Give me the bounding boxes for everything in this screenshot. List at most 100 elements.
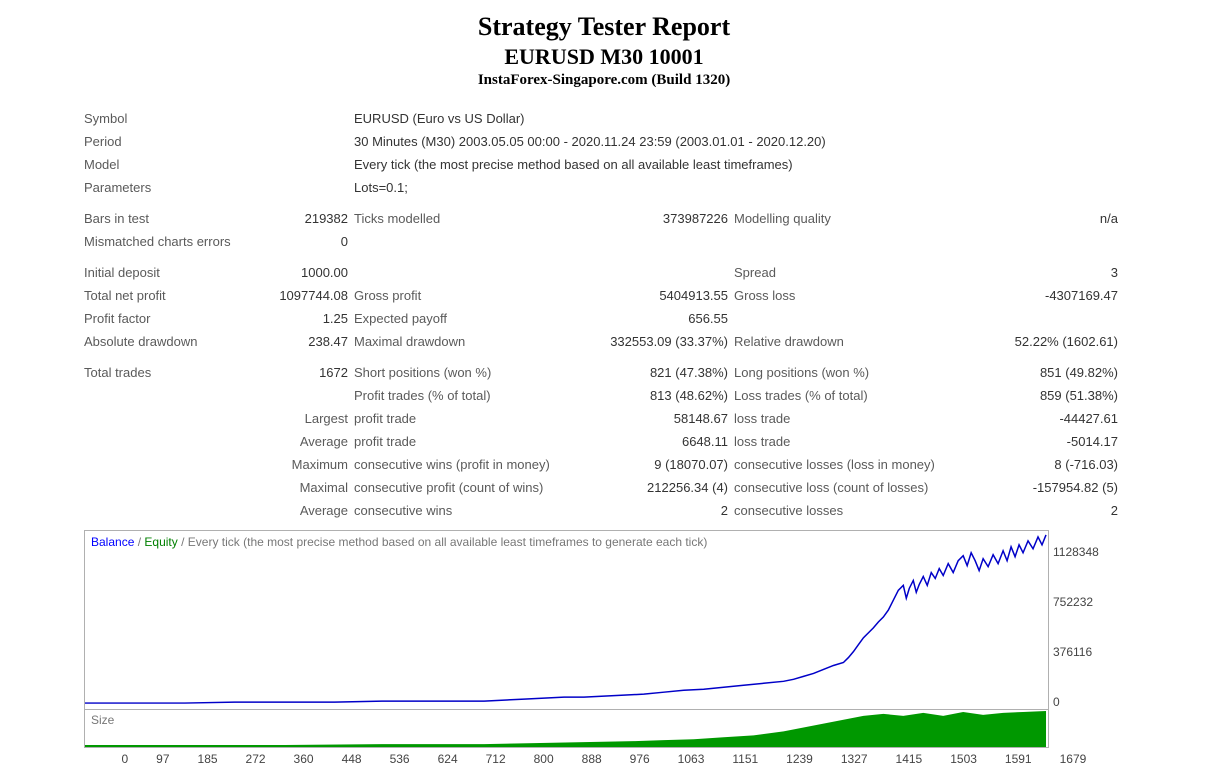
x-tick: 1503: [950, 752, 977, 766]
x-tick: 1151: [732, 752, 758, 766]
largest-profit-value: 58148.67: [564, 407, 734, 430]
period-label: Period: [84, 130, 254, 153]
x-tick: 888: [582, 752, 602, 766]
largest-loss-label: loss trade: [734, 407, 944, 430]
absolute-dd-label: Absolute drawdown: [84, 330, 254, 353]
model-label: Model: [84, 153, 254, 176]
parameters-label: Parameters: [84, 176, 254, 199]
y-tick: 0: [1053, 695, 1060, 709]
mismatched-value: 0: [254, 230, 354, 253]
x-tick: 1415: [896, 752, 923, 766]
bars-label: Bars in test: [84, 207, 254, 230]
cons-profit-count-value: 212256.34 (4): [564, 476, 734, 499]
x-tick: 1591: [1005, 752, 1032, 766]
report-header: Strategy Tester Report EURUSD M30 10001 …: [0, 12, 1208, 89]
long-pos-label: Long positions (won %): [734, 361, 944, 384]
x-tick: 272: [246, 752, 266, 766]
relative-dd-label: Relative drawdown: [734, 330, 944, 353]
maximal-dd-value: 332553.09 (33.37%): [564, 330, 734, 353]
maximal-label: Maximal: [254, 476, 354, 499]
largest-loss-value: -44427.61: [944, 407, 1124, 430]
maximal-dd-label: Maximal drawdown: [354, 330, 564, 353]
x-tick: 360: [294, 752, 314, 766]
gross-profit-value: 5404913.55: [564, 284, 734, 307]
long-pos-value: 851 (49.82%): [944, 361, 1124, 384]
profit-trades-label: Profit trades (% of total): [354, 384, 564, 407]
cons-losses-money-value: 8 (-716.03): [944, 453, 1124, 476]
total-trades-value: 1672: [254, 361, 354, 384]
short-pos-label: Short positions (won %): [354, 361, 564, 384]
x-tick: 97: [156, 752, 169, 766]
avg-profit-label: profit trade: [354, 430, 564, 453]
largest-label: Largest: [254, 407, 354, 430]
net-profit-value: 1097744.08: [254, 284, 354, 307]
balance-chart: Balance / Equity / Every tick (the most …: [84, 530, 1049, 710]
x-tick: 0: [122, 752, 129, 766]
symbol-value: EURUSD (Euro vs US Dollar): [354, 107, 1124, 130]
chart-container: Balance / Equity / Every tick (the most …: [84, 530, 1124, 766]
report-title: Strategy Tester Report: [0, 12, 1208, 42]
profit-factor-label: Profit factor: [84, 307, 254, 330]
x-tick: 624: [438, 752, 458, 766]
x-tick: 448: [342, 752, 362, 766]
x-tick: 976: [630, 752, 650, 766]
cons-wins-money-value: 9 (18070.07): [564, 453, 734, 476]
avg-loss-value: -5014.17: [944, 430, 1124, 453]
profit-trades-value: 813 (48.62%): [564, 384, 734, 407]
y-tick: 1128348: [1053, 545, 1099, 559]
avg-loss-label: loss trade: [734, 430, 944, 453]
x-tick: 1679: [1060, 752, 1087, 766]
avg-cons-wins-value: 2: [564, 499, 734, 522]
initial-deposit-label: Initial deposit: [84, 261, 254, 284]
ticks-label: Ticks modelled: [354, 207, 564, 230]
profit-factor-value: 1.25: [254, 307, 354, 330]
initial-deposit-value: 1000.00: [254, 261, 354, 284]
x-tick: 1327: [841, 752, 868, 766]
short-pos-value: 821 (47.38%): [564, 361, 734, 384]
y-tick: 376116: [1053, 645, 1092, 659]
report-subtitle: EURUSD M30 10001: [0, 44, 1208, 70]
loss-trades-label: Loss trades (% of total): [734, 384, 944, 407]
gross-profit-label: Gross profit: [354, 284, 564, 307]
mismatched-label: Mismatched charts errors: [84, 230, 254, 253]
modelling-label: Modelling quality: [734, 207, 944, 230]
x-tick: 536: [390, 752, 410, 766]
absolute-dd-value: 238.47: [254, 330, 354, 353]
gross-loss-value: -4307169.47: [944, 284, 1124, 307]
x-tick: 1239: [786, 752, 813, 766]
x-tick: 1063: [678, 752, 705, 766]
expected-payoff-value: 656.55: [564, 307, 734, 330]
x-tick: 185: [198, 752, 218, 766]
expected-payoff-label: Expected payoff: [354, 307, 564, 330]
relative-dd-value: 52.22% (1602.61): [944, 330, 1124, 353]
parameters-value: Lots=0.1;: [354, 176, 1124, 199]
spread-value: 3: [944, 261, 1124, 284]
avg-cons-wins-label: consecutive wins: [354, 499, 564, 522]
size-chart: Size: [84, 710, 1049, 748]
total-trades-label: Total trades: [84, 361, 254, 384]
spread-label: Spread: [734, 261, 944, 284]
model-value: Every tick (the most precise method base…: [354, 153, 1124, 176]
net-profit-label: Total net profit: [84, 284, 254, 307]
info-table: Symbol EURUSD (Euro vs US Dollar) Period…: [84, 107, 1124, 522]
cons-wins-money-label: consecutive wins (profit in money): [354, 453, 564, 476]
x-tick: 800: [534, 752, 554, 766]
y-tick: 752232: [1053, 595, 1093, 609]
x-tick: 712: [486, 752, 506, 766]
cons-profit-count-label: consecutive profit (count of wins): [354, 476, 564, 499]
maximum-label: Maximum: [254, 453, 354, 476]
cons-loss-count-label: consecutive loss (count of losses): [734, 476, 944, 499]
cons-loss-count-value: -157954.82 (5): [944, 476, 1124, 499]
largest-profit-label: profit trade: [354, 407, 564, 430]
modelling-value: n/a: [944, 207, 1124, 230]
avg-profit-value: 6648.11: [564, 430, 734, 453]
report-broker: InstaForex-Singapore.com (Build 1320): [0, 72, 1208, 89]
average-label-2: Average: [254, 499, 354, 522]
x-axis: 0 97 185 272 360 448 536 624 712 800 888 976 1063 115…: [122, 752, 1087, 766]
average-label: Average: [254, 430, 354, 453]
symbol-label: Symbol: [84, 107, 254, 130]
avg-cons-losses-value: 2: [944, 499, 1124, 522]
gross-loss-label: Gross loss: [734, 284, 944, 307]
size-svg: [85, 710, 1048, 747]
period-value: 30 Minutes (M30) 2003.05.05 00:00 - 2020…: [354, 130, 1124, 153]
